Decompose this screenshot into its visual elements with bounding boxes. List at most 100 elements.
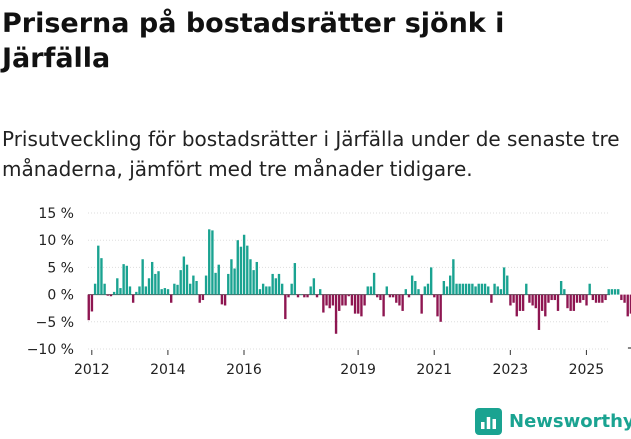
bar <box>591 294 595 301</box>
bar <box>296 294 300 298</box>
x-tick-label: 2012 <box>74 362 110 378</box>
bar <box>626 294 629 317</box>
bar <box>429 267 433 295</box>
bar <box>433 294 436 298</box>
bar <box>287 294 290 298</box>
bar <box>449 275 452 295</box>
bar <box>274 278 278 295</box>
bar <box>236 240 239 295</box>
bar <box>610 289 614 295</box>
x-axis-tick-labels: 2012 2014 2016 2019 2021 2023 2025 <box>74 350 604 378</box>
bar-chart: 15 % 10 % 5 % 0 % −5 % −10 % 2012 2014 2016 2019… <box>27 206 631 378</box>
y-tick-label: −10 % <box>27 342 74 358</box>
bar <box>490 294 493 303</box>
bar <box>363 294 366 306</box>
bar <box>401 294 404 311</box>
bar <box>550 294 553 301</box>
bar <box>553 294 557 301</box>
bar <box>407 294 411 298</box>
bar <box>220 294 224 305</box>
bar <box>198 294 201 303</box>
bar <box>385 286 388 295</box>
bar <box>604 294 607 301</box>
newsworthy-logo: Newsworthy <box>475 406 631 436</box>
bar <box>201 294 205 301</box>
bar <box>483 283 487 295</box>
bar <box>217 264 220 295</box>
bar <box>325 294 328 306</box>
bar <box>613 289 617 295</box>
bar <box>189 283 192 295</box>
bar <box>372 272 376 295</box>
bar <box>417 289 420 295</box>
bar <box>166 289 170 295</box>
bar <box>353 294 357 314</box>
x-tick-label: 2023 <box>492 362 528 378</box>
bar <box>290 283 293 295</box>
bar <box>598 294 601 303</box>
bar <box>258 289 262 295</box>
bar <box>487 286 490 295</box>
x-tick-label: 2014 <box>150 362 186 378</box>
bar <box>315 294 319 298</box>
bar <box>534 294 537 309</box>
bar <box>563 289 566 295</box>
bar <box>575 294 579 303</box>
bar <box>350 294 354 306</box>
bar <box>122 264 125 295</box>
bar <box>147 278 151 295</box>
bar <box>223 294 227 306</box>
bar <box>338 294 341 311</box>
bar <box>617 289 620 295</box>
bar <box>208 229 211 295</box>
bar <box>518 294 522 311</box>
bar <box>246 245 249 295</box>
bar <box>160 289 163 295</box>
bar <box>588 283 591 295</box>
bar <box>179 270 182 295</box>
bar <box>249 259 252 295</box>
bar <box>461 283 465 295</box>
bar <box>306 294 309 298</box>
bar-series <box>87 229 631 334</box>
bar <box>499 289 503 295</box>
bar <box>157 271 160 295</box>
bar <box>366 286 369 295</box>
bar <box>204 275 208 295</box>
bar <box>623 294 626 303</box>
bar <box>578 294 582 303</box>
bar <box>540 294 544 311</box>
bar <box>420 294 423 314</box>
bar <box>468 283 471 295</box>
bar <box>265 286 268 295</box>
bar <box>452 259 455 295</box>
bar <box>347 294 350 297</box>
bar <box>154 273 157 295</box>
bar <box>211 230 214 295</box>
bar <box>144 286 148 295</box>
bar <box>103 283 106 295</box>
bar <box>242 234 246 295</box>
bar <box>477 283 480 295</box>
bar <box>506 275 509 295</box>
bar <box>620 294 623 301</box>
bar <box>582 294 585 301</box>
bar <box>344 294 347 306</box>
bar <box>163 288 167 295</box>
bar <box>112 291 116 295</box>
brand-name: Newsworthy <box>509 410 631 432</box>
bar <box>594 294 598 303</box>
bar <box>357 294 360 314</box>
bar <box>458 283 461 295</box>
bar <box>255 261 258 295</box>
bar <box>271 273 274 295</box>
y-tick-label: 5 % <box>47 260 74 276</box>
bar <box>328 294 331 309</box>
bar <box>87 294 90 321</box>
bar <box>496 286 499 295</box>
bar <box>379 294 382 301</box>
bar <box>525 283 528 295</box>
bar <box>547 294 550 303</box>
bar <box>109 294 113 297</box>
bar <box>280 283 284 295</box>
